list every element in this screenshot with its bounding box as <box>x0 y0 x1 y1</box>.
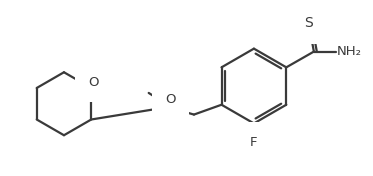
Text: NH₂: NH₂ <box>337 45 362 58</box>
Text: F: F <box>250 136 258 149</box>
Text: O: O <box>165 93 176 106</box>
Text: S: S <box>305 16 313 30</box>
Text: O: O <box>88 76 98 89</box>
